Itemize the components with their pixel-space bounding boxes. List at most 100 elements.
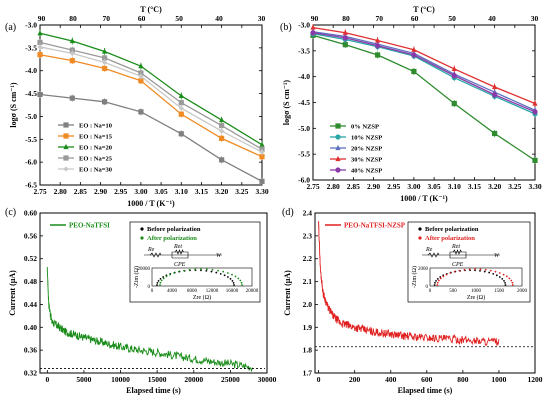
x-tick-label: 200: [349, 375, 361, 384]
data-point: [138, 73, 144, 79]
nyquist-point-after: [436, 281, 439, 284]
x-tick-label: 1000: [491, 375, 506, 384]
plot-frame: [39, 24, 263, 186]
x-tick-label: 600: [421, 375, 433, 384]
legend-marker: [63, 143, 69, 150]
data-point: [37, 52, 43, 58]
inset-y-tick-label: 2000: [418, 267, 429, 272]
data-point: [259, 154, 265, 160]
x-tick-label: 2.95: [387, 182, 400, 191]
nyquist-point-after: [183, 269, 185, 272]
nyquist-point-before: [233, 284, 235, 286]
nyquist-point-after: [173, 272, 176, 274]
panel-d-label: (d): [282, 207, 294, 218]
circuit-label-re: Re: [425, 247, 433, 253]
y-tick-label: 0.56: [24, 231, 37, 240]
y-tick-label: 0.48: [24, 277, 37, 286]
x-tick-label: 20000: [184, 375, 203, 384]
y-tick-label: 2.1: [303, 277, 313, 286]
y-tick-label: 0.36: [24, 346, 37, 355]
circuit-label-w: W: [216, 253, 222, 259]
data-point: [138, 78, 144, 84]
y-tick-label: -3.0: [25, 21, 37, 30]
y-tick-label: -4.5: [25, 89, 37, 98]
data-point: [69, 58, 75, 64]
inset-legend-marker-after: [140, 236, 144, 240]
inset-x-tick-label: 1000: [471, 289, 482, 294]
nyquist-point-after: [205, 268, 208, 271]
data-point: [259, 149, 265, 155]
nyquist-point-after: [159, 281, 162, 284]
nyquist-point-after: [468, 268, 471, 271]
legend-label: 40% NZSP: [351, 167, 382, 174]
x-tick-label: 3.15: [468, 182, 481, 191]
data-point: [451, 100, 457, 107]
inset-legend-after: After polarization: [147, 235, 197, 242]
x-tick-label: 3.10: [448, 182, 461, 191]
data-point: [138, 63, 144, 69]
nyquist-point-before: [231, 279, 234, 282]
inset-y-axis-label: -Zim (Ω): [411, 266, 418, 288]
nyquist-point-before: [479, 269, 481, 272]
x-tick-label: 400: [385, 375, 397, 384]
nyquist-point-before: [229, 277, 232, 280]
top-tick-label: 30: [531, 14, 539, 23]
inset-x-tick-label: 500: [449, 289, 457, 294]
data-point: [492, 130, 498, 137]
nyquist-point-before: [156, 281, 159, 284]
legend-label: EO : Na=15: [79, 133, 113, 140]
nyquist-point-before: [495, 274, 498, 277]
y-tick-label: -4.0: [25, 66, 37, 75]
data-point: [219, 122, 225, 129]
nyquist-point-before: [498, 276, 501, 278]
panel-c-chart: 0 5000 10000 15000 20000 25000 30000 0.32 0.36 0.…: [8, 209, 277, 396]
x-tick-label: 2.90: [94, 187, 107, 196]
inset-x-axis-label: Zre (Ω): [193, 294, 211, 301]
inset-x-tick-label: 16000: [226, 289, 239, 294]
y-axis-label: Current (μA): [283, 270, 292, 316]
y-tick-label: -3.0: [298, 21, 310, 30]
nyquist-point-after: [449, 272, 452, 274]
nyquist-point-after: [165, 275, 168, 278]
x-axis-label: 1000 / T (K⁻¹): [127, 199, 175, 208]
nyquist-point-before: [205, 269, 208, 272]
nyquist-point-after: [162, 277, 165, 280]
nyquist-point-after: [234, 275, 237, 278]
nyquist-point-before: [162, 276, 165, 278]
nyquist-point-before: [434, 281, 436, 284]
nyquist-point-before: [435, 279, 437, 282]
legend-label: EO : Na=20: [79, 144, 112, 151]
x-tick-label: 15000: [148, 375, 167, 384]
series-line: [39, 54, 263, 158]
data-point: [342, 42, 348, 48]
y-tick-label: 0.60: [24, 209, 37, 218]
data-point: [69, 37, 75, 44]
legend-label: PEO-NaTFSI-NZSP: [344, 222, 406, 230]
nyquist-point-after: [211, 268, 214, 271]
data-point: [492, 92, 498, 98]
panel-c-label: (c): [5, 207, 16, 218]
x-tick-label: 3.00: [407, 182, 420, 191]
re-resistor: [427, 252, 440, 258]
inset-legend-marker-after: [418, 236, 422, 240]
legend-label: 30% NZSP: [351, 156, 382, 163]
data-point: [451, 73, 457, 79]
x-tick-label: 1200: [528, 375, 543, 384]
x-tick-label: 2.75: [306, 182, 319, 191]
nyquist-point-after: [231, 273, 233, 276]
circuit-label-cpe: CPE: [174, 262, 186, 268]
nyquist-point-after: [510, 279, 513, 282]
top-tick-label: 80: [69, 14, 77, 23]
data-point: [259, 141, 265, 147]
y-tick-label: -6.0: [25, 158, 37, 167]
x-tick-label: 3.00: [134, 187, 147, 196]
nyquist-point-after: [194, 268, 197, 271]
nyquist-point-after: [489, 269, 492, 272]
x-tick-label: 3.10: [175, 187, 188, 196]
legend-label: EO : Na=25: [79, 155, 113, 162]
y-axis-label: logσ (S cm⁻¹): [282, 80, 291, 126]
nyquist-point-before: [501, 277, 504, 280]
data-point: [101, 55, 108, 61]
ret-resistor: [174, 249, 184, 255]
